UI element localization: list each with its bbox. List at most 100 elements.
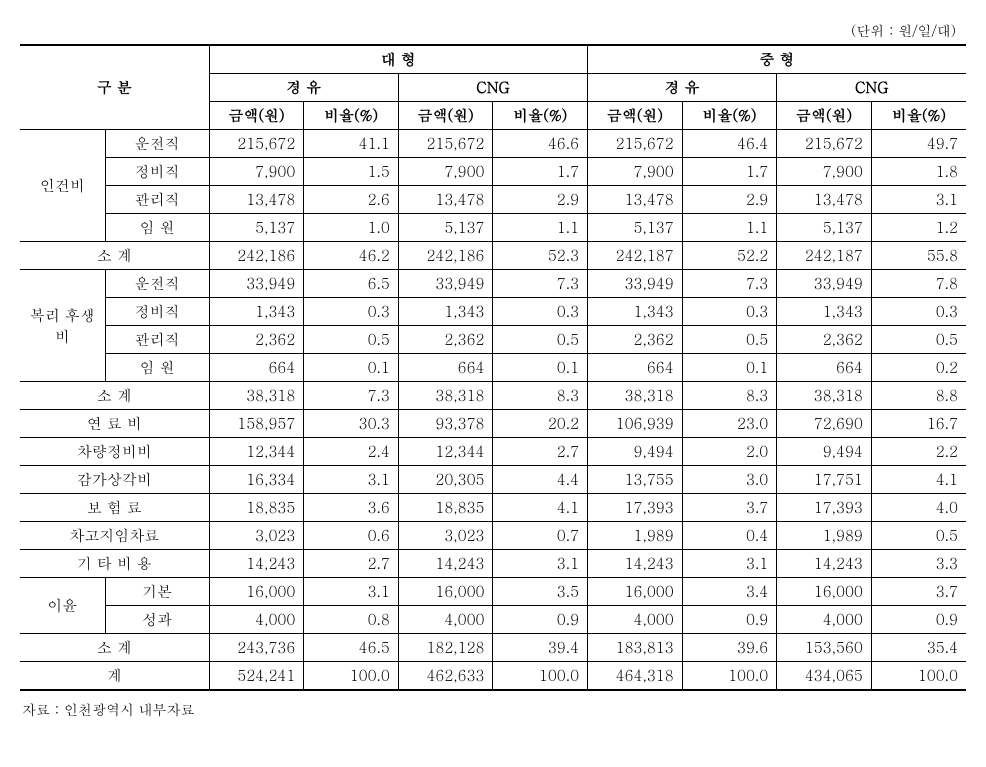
table-row: 보 험 료 18,835 3.6 18,835 4.1 17,393 3.7 1… xyxy=(20,494,966,522)
cell: 462,633 xyxy=(398,662,493,691)
header-ratio: 비율(%) xyxy=(682,102,777,130)
cell: 2.0 xyxy=(682,438,777,466)
cell: 158,957 xyxy=(209,410,304,438)
group-profit: 이윤 xyxy=(20,578,105,634)
cell: 0.5 xyxy=(493,326,588,354)
row-other: 기 타 비 용 xyxy=(20,550,209,578)
cell: 7,900 xyxy=(209,158,304,186)
cell: 52.3 xyxy=(493,242,588,270)
row-mechanic: 정비직 xyxy=(105,298,209,326)
header-amount: 금액(원) xyxy=(209,102,304,130)
cell: 1.7 xyxy=(493,158,588,186)
cell: 0.2 xyxy=(871,354,966,382)
row-admin: 관리직 xyxy=(105,186,209,214)
cell: 6.5 xyxy=(304,270,399,298)
cell: 14,243 xyxy=(777,550,872,578)
table-row-subtotal: 소 계 243,736 46.5 182,128 39.4 183,813 39… xyxy=(20,634,966,662)
cell: 0.5 xyxy=(304,326,399,354)
cell: 2,362 xyxy=(777,326,872,354)
cell: 0.5 xyxy=(871,326,966,354)
cell: 3.1 xyxy=(304,578,399,606)
table-row: 임 원 5,137 1.0 5,137 1.1 5,137 1.1 5,137 … xyxy=(20,214,966,242)
row-deprec: 감가상각비 xyxy=(20,466,209,494)
cell: 2,362 xyxy=(398,326,493,354)
cell: 524,241 xyxy=(209,662,304,691)
cell: 39.6 xyxy=(682,634,777,662)
cell: 1.1 xyxy=(493,214,588,242)
cell: 38,318 xyxy=(588,382,683,410)
cell: 23.0 xyxy=(682,410,777,438)
cell: 3,023 xyxy=(398,522,493,550)
row-subtotal: 소 계 xyxy=(20,634,209,662)
cell: 3.5 xyxy=(493,578,588,606)
cell: 100.0 xyxy=(493,662,588,691)
cell: 12,344 xyxy=(209,438,304,466)
cell: 46.6 xyxy=(493,130,588,158)
cell: 1.5 xyxy=(304,158,399,186)
cell: 16,334 xyxy=(209,466,304,494)
cell: 0.3 xyxy=(493,298,588,326)
cell: 0.9 xyxy=(682,606,777,634)
row-driver: 운전직 xyxy=(105,270,209,298)
cell: 93,378 xyxy=(398,410,493,438)
table-row-subtotal: 소 계 38,318 7.3 38,318 8.3 38,318 8.3 38,… xyxy=(20,382,966,410)
cell: 38,318 xyxy=(777,382,872,410)
unit-label: (단위 : 원/일/대) xyxy=(20,20,966,40)
cell: 5,137 xyxy=(398,214,493,242)
cell: 16.7 xyxy=(871,410,966,438)
cell: 0.3 xyxy=(682,298,777,326)
cell: 7.8 xyxy=(871,270,966,298)
header-amount: 금액(원) xyxy=(777,102,872,130)
cell: 3.1 xyxy=(871,186,966,214)
cell: 2.7 xyxy=(304,550,399,578)
cell: 153,560 xyxy=(777,634,872,662)
cell: 100.0 xyxy=(682,662,777,691)
header-ratio: 비율(%) xyxy=(871,102,966,130)
cell: 100.0 xyxy=(871,662,966,691)
cell: 9,494 xyxy=(588,438,683,466)
cell: 0.8 xyxy=(304,606,399,634)
cell: 8.8 xyxy=(871,382,966,410)
row-subtotal: 소 계 xyxy=(20,242,209,270)
cell: 3.3 xyxy=(871,550,966,578)
cell: 1.0 xyxy=(304,214,399,242)
cell: 46.5 xyxy=(304,634,399,662)
cell: 215,672 xyxy=(777,130,872,158)
cell: 8.3 xyxy=(682,382,777,410)
cell: 182,128 xyxy=(398,634,493,662)
cell: 46.2 xyxy=(304,242,399,270)
cell: 72,690 xyxy=(777,410,872,438)
cell: 106,939 xyxy=(588,410,683,438)
table-row: 이윤 기본 16,000 3.1 16,000 3.5 16,000 3.4 1… xyxy=(20,578,966,606)
table-row: 정비직 1,343 0.3 1,343 0.3 1,343 0.3 1,343 … xyxy=(20,298,966,326)
cell: 0.9 xyxy=(493,606,588,634)
group-welfare: 복리 후생비 xyxy=(20,270,105,382)
cell: 17,393 xyxy=(588,494,683,522)
cell: 3.6 xyxy=(304,494,399,522)
cell: 18,835 xyxy=(209,494,304,522)
cell: 7,900 xyxy=(398,158,493,186)
cell: 0.1 xyxy=(682,354,777,382)
cell: 17,393 xyxy=(777,494,872,522)
cell: 1.1 xyxy=(682,214,777,242)
row-basic: 기본 xyxy=(105,578,209,606)
table-row: 임 원 664 0.1 664 0.1 664 0.1 664 0.2 xyxy=(20,354,966,382)
row-maint: 차량정비비 xyxy=(20,438,209,466)
cell: 3.1 xyxy=(304,466,399,494)
cell: 242,187 xyxy=(588,242,683,270)
cell: 5,137 xyxy=(209,214,304,242)
row-perf: 성과 xyxy=(105,606,209,634)
cell: 0.3 xyxy=(871,298,966,326)
cell: 4.1 xyxy=(493,494,588,522)
cell: 215,672 xyxy=(588,130,683,158)
cell: 18,835 xyxy=(398,494,493,522)
cell: 46.4 xyxy=(682,130,777,158)
cell: 183,813 xyxy=(588,634,683,662)
cell: 33,949 xyxy=(777,270,872,298)
group-labor: 인건비 xyxy=(20,130,105,242)
cell: 14,243 xyxy=(588,550,683,578)
header-ratio: 비율(%) xyxy=(304,102,399,130)
cell: 4.1 xyxy=(871,466,966,494)
table-row-subtotal: 소 계 242,186 46.2 242,186 52.3 242,187 52… xyxy=(20,242,966,270)
table-row: 관리직 2,362 0.5 2,362 0.5 2,362 0.5 2,362 … xyxy=(20,326,966,354)
